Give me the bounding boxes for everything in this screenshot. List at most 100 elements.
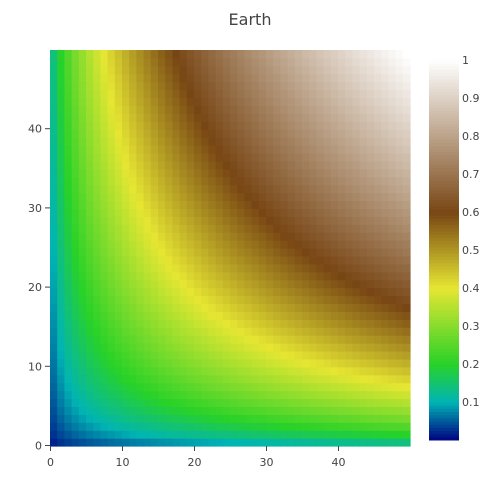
heatmap-cell <box>287 121 296 130</box>
heatmap-cell <box>294 232 303 241</box>
heatmap-cell <box>287 176 296 186</box>
heatmap-cell <box>78 382 87 392</box>
heatmap-cell <box>122 406 130 415</box>
heatmap-cell <box>273 97 281 107</box>
heatmap-cell <box>215 343 224 352</box>
heatmap-cell <box>201 89 209 99</box>
heatmap-cell <box>237 200 245 209</box>
heatmap-cell <box>302 430 310 439</box>
heatmap-cell <box>395 152 404 162</box>
heatmap-cell <box>172 65 181 75</box>
heatmap-cell <box>323 319 332 328</box>
heatmap-cell <box>78 137 87 146</box>
heatmap-cell <box>258 240 267 249</box>
heatmap-cell <box>64 382 73 392</box>
heatmap-cell <box>150 263 159 273</box>
heatmap-cell <box>158 358 166 368</box>
heatmap-cell <box>107 73 116 83</box>
heatmap-cell <box>402 224 411 233</box>
heatmap-cell <box>114 279 123 289</box>
heatmap-cell <box>201 65 209 75</box>
heatmap-cell <box>280 350 289 360</box>
heatmap-cell <box>273 168 281 178</box>
heatmap-cell <box>129 216 137 225</box>
heatmap-cell <box>366 200 375 209</box>
heatmap-cell <box>280 105 289 114</box>
heatmap-cell <box>86 89 94 99</box>
heatmap-cell <box>366 105 375 114</box>
heatmap-cell <box>381 97 389 107</box>
heatmap-cell <box>402 319 411 328</box>
heatmap-cell <box>402 208 411 217</box>
heatmap-cell <box>179 311 188 320</box>
heatmap-cell <box>345 319 353 328</box>
heatmap-cell <box>215 390 224 400</box>
heatmap-cell <box>86 255 94 265</box>
heatmap-cell <box>309 168 317 178</box>
heatmap-cell <box>107 97 116 107</box>
heatmap-cell <box>330 89 339 99</box>
heatmap-cell <box>230 113 238 122</box>
heatmap-cell <box>150 168 159 178</box>
heatmap-cell <box>158 208 166 217</box>
heatmap-cell <box>222 279 231 289</box>
heatmap-cell <box>71 343 80 352</box>
colorbar-segment <box>429 85 459 89</box>
colorbar-segment <box>429 360 459 365</box>
heatmap-cell <box>186 57 195 67</box>
heatmap-cell <box>114 271 123 281</box>
heatmap-cell <box>215 105 224 114</box>
heatmap-cell <box>316 295 325 305</box>
heatmap-cell <box>338 343 346 352</box>
heatmap-cell <box>78 343 87 352</box>
heatmap-cell <box>395 137 404 146</box>
heatmap-cell <box>287 145 296 154</box>
heatmap-cell <box>201 160 209 170</box>
heatmap-cell <box>93 398 101 407</box>
heatmap-cell <box>251 255 260 265</box>
heatmap-cell <box>122 303 130 312</box>
heatmap-cell <box>258 113 267 122</box>
heatmap-cell <box>64 105 73 114</box>
heatmap-cell <box>388 65 397 75</box>
heatmap-cell <box>273 73 281 83</box>
heatmap-cell <box>395 422 404 431</box>
heatmap-cell <box>71 255 80 265</box>
heatmap-cell <box>122 263 130 273</box>
heatmap-cell <box>143 343 152 352</box>
heatmap-cell <box>172 184 181 194</box>
heatmap-cell <box>143 263 152 273</box>
heatmap-cell <box>208 263 217 273</box>
heatmap-cell <box>71 89 80 99</box>
heatmap-cell <box>172 263 181 273</box>
heatmap-cell <box>251 438 260 447</box>
heatmap-cell <box>57 224 65 233</box>
heatmap-cell <box>50 327 58 336</box>
heatmap-cell <box>93 327 101 336</box>
heatmap-cell <box>230 350 238 360</box>
heatmap-cell <box>194 295 202 305</box>
heatmap-cell <box>273 216 281 225</box>
heatmap-cell <box>338 240 346 249</box>
heatmap-cell <box>345 65 353 75</box>
heatmap-cell <box>395 335 404 344</box>
heatmap-cell <box>201 248 209 257</box>
heatmap-cell <box>266 200 274 209</box>
heatmap-cell <box>294 422 303 431</box>
heatmap-cell <box>172 438 181 447</box>
heatmap-cell <box>114 255 123 265</box>
heatmap-cell <box>136 311 145 320</box>
heatmap-cell <box>244 398 253 407</box>
heatmap-cell <box>86 287 94 297</box>
heatmap-cell <box>93 319 101 328</box>
heatmap-cell <box>172 73 181 83</box>
heatmap-cell <box>172 50 181 59</box>
heatmap-cell <box>186 105 195 114</box>
heatmap-cell <box>194 145 202 154</box>
heatmap-cell <box>57 145 65 154</box>
heatmap-cell <box>150 105 159 114</box>
heatmap-cell <box>78 279 87 289</box>
heatmap-cell <box>107 398 116 407</box>
heatmap-cell <box>330 319 339 328</box>
heatmap-cell <box>50 319 58 328</box>
